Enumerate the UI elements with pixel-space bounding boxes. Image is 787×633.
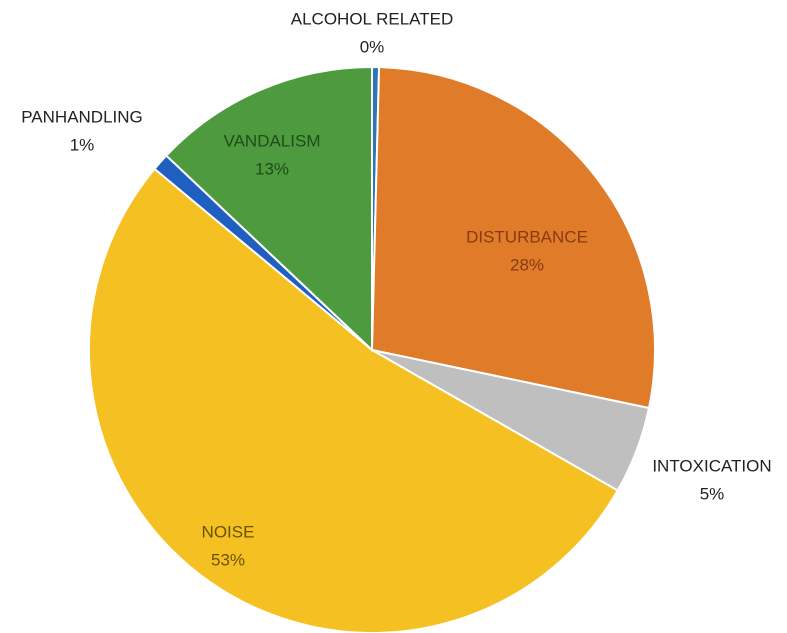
slice-label: DISTURBANCE (466, 227, 588, 246)
slice-label: INTOXICATION (652, 456, 771, 475)
slice-value-label: 0% (360, 37, 385, 56)
slice-value-label: 1% (70, 135, 95, 154)
pie-slice (87, 167, 620, 633)
slice-value-label: 28% (510, 255, 544, 274)
slice-label: PANHANDLING (21, 107, 143, 126)
slice-value-label: 5% (700, 484, 725, 503)
slice-value-label: 53% (211, 550, 245, 569)
slice-label: NOISE (202, 522, 255, 541)
slice-label: VANDALISM (224, 131, 321, 150)
pie-slice (370, 66, 656, 410)
slice-label: ALCOHOL RELATED (291, 9, 454, 28)
slice-value-label: 13% (255, 159, 289, 178)
pie-slice (164, 65, 373, 353)
